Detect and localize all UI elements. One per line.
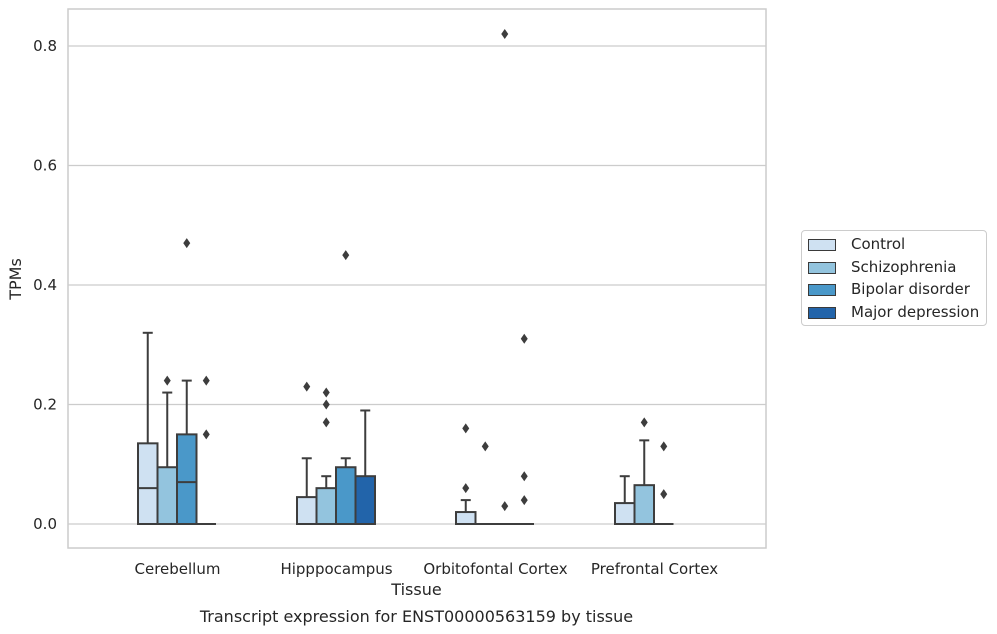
box-schizophrenia xyxy=(633,417,655,526)
legend-label: Schizophrenia xyxy=(851,257,957,276)
legend-label: Major depression xyxy=(851,302,980,321)
outlier-point xyxy=(520,495,528,506)
x-tick-labels: Cerebellum Hipppocampus Orbitofontal Corte… xyxy=(135,560,719,578)
box-bipolar-disorder xyxy=(495,29,515,525)
box xyxy=(176,433,198,525)
box-control xyxy=(614,475,636,525)
plot-frame xyxy=(67,8,767,549)
box xyxy=(315,487,337,525)
outlier-point xyxy=(481,441,489,452)
box-bipolar-disorder xyxy=(654,441,674,525)
legend-swatch xyxy=(808,306,836,319)
box xyxy=(354,475,376,526)
outlier-point xyxy=(501,29,509,40)
outlier-point xyxy=(183,238,191,249)
legend: Control Schizophrenia Bipolar disorder Majo… xyxy=(801,230,987,326)
outlier-point xyxy=(202,429,210,440)
chart-title: Transcript expression for ENST0000056315… xyxy=(199,607,634,626)
x-tick-label: Prefrontal Cortex xyxy=(591,560,718,578)
box-control xyxy=(137,331,159,525)
box-schizophrenia xyxy=(475,441,495,525)
outlier-point xyxy=(322,399,330,410)
legend-swatch xyxy=(808,239,836,251)
y-axis-label: TPMs xyxy=(6,258,25,301)
box-schizophrenia xyxy=(315,387,337,525)
outlier-point xyxy=(303,381,311,392)
box-control xyxy=(455,423,477,525)
outlier-point xyxy=(163,375,171,386)
x-tick-label: Hipppocampus xyxy=(280,560,392,578)
outlier-point xyxy=(520,471,528,482)
box-bipolar-disorder xyxy=(335,250,357,525)
box-schizophrenia xyxy=(156,375,178,525)
y-tick-label: 0.8 xyxy=(33,37,57,55)
outlier-point xyxy=(322,417,330,428)
outlier-point xyxy=(322,387,330,398)
outlier-point xyxy=(462,483,470,494)
outlier-point xyxy=(640,417,648,428)
outlier-point xyxy=(660,489,668,500)
box-control xyxy=(296,381,318,525)
box-marks xyxy=(137,29,674,526)
y-tick-label: 0.4 xyxy=(33,276,57,294)
box-major-depression xyxy=(196,375,216,525)
legend-swatch xyxy=(808,261,836,274)
x-tick-label: Cerebellum xyxy=(135,560,221,578)
box xyxy=(614,502,636,525)
gridlines xyxy=(68,45,766,525)
y-tick-labels: 0.0 0.2 0.4 0.6 0.8 xyxy=(33,37,57,533)
outlier-point xyxy=(520,333,528,344)
legend-label: Bipolar disorder xyxy=(851,280,970,298)
box xyxy=(633,484,655,526)
x-tick-label: Orbitofontal Cortex xyxy=(423,560,567,578)
outlier-point xyxy=(660,441,668,452)
box xyxy=(455,511,477,525)
box xyxy=(335,466,357,525)
y-tick-label: 0.6 xyxy=(33,157,57,175)
box-bipolar-disorder xyxy=(176,238,198,525)
x-axis-label: Tissue xyxy=(391,580,442,599)
box-major-depression xyxy=(354,409,376,526)
legend-swatch xyxy=(808,284,836,296)
box xyxy=(156,466,178,525)
outlier-point xyxy=(342,250,350,261)
outlier-point xyxy=(462,423,470,434)
legend-label: Control xyxy=(851,235,906,253)
outlier-point xyxy=(501,501,509,512)
y-tick-label: 0.0 xyxy=(33,515,57,533)
box-major-depression xyxy=(514,333,534,525)
box xyxy=(137,442,159,525)
outlier-point xyxy=(202,375,210,386)
y-tick-label: 0.2 xyxy=(33,396,57,414)
box xyxy=(296,496,318,525)
